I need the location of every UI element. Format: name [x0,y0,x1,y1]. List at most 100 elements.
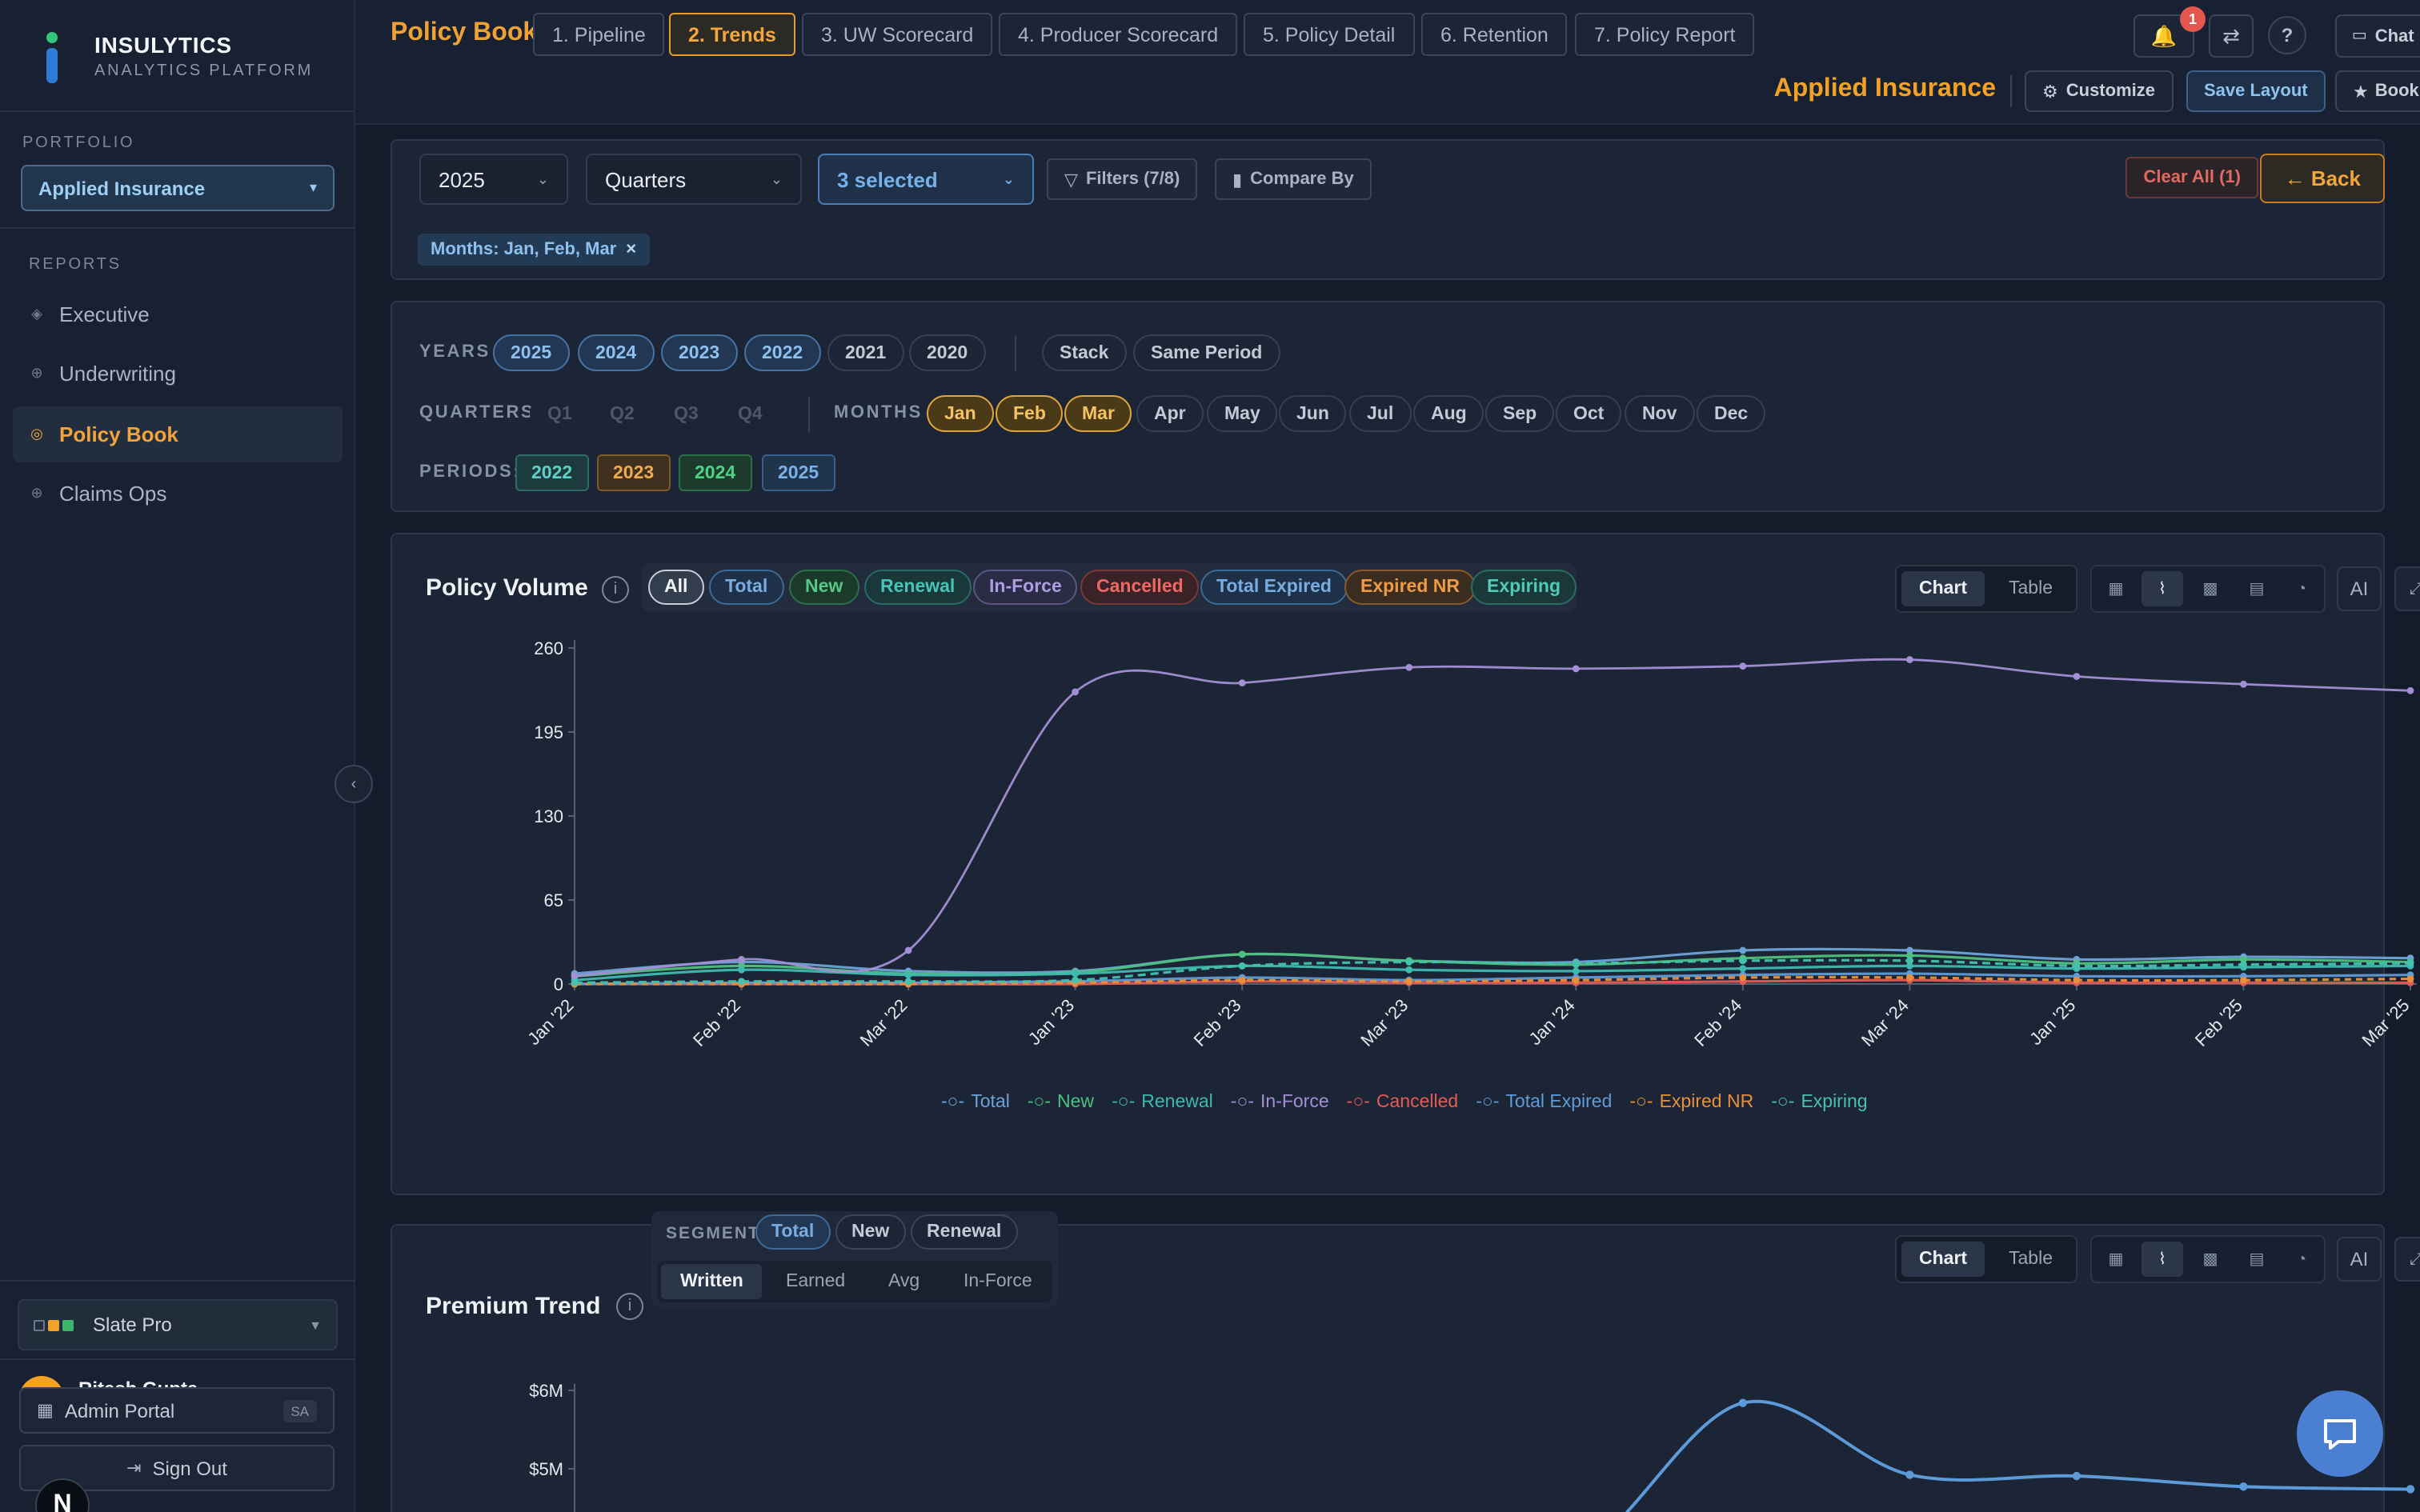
legend-item-cancelled[interactable]: -○- Cancelled [1347,1093,1459,1112]
chart-view-button[interactable]: Chart [1901,571,1985,606]
series-button-cancelled[interactable]: Cancelled [1080,570,1200,605]
chart-view-button[interactable]: Chart [1901,1242,1985,1277]
year-pill-2020[interactable]: 2020 [909,334,986,371]
data-point[interactable] [2406,686,2414,694]
series-button-in-force[interactable]: In-Force [973,570,1078,605]
clear-all-button[interactable]: Clear All (1) [2126,157,2258,198]
ai-button[interactable]: AI [2337,1237,2382,1282]
bookmark-button[interactable]: ★ Bookmark [2335,70,2420,112]
data-point[interactable] [571,972,579,980]
line-chart-icon[interactable]: ⌇ [2142,1242,2183,1277]
sidebar-item-underwriting[interactable]: ⊕ Underwriting [13,346,343,402]
month-pill-may[interactable]: May [1207,395,1278,432]
data-point[interactable] [738,978,745,986]
table-view-button[interactable]: Table [2009,1250,2053,1269]
data-point[interactable] [904,946,912,954]
admin-portal-button[interactable]: ▦ Admin Portal SA [19,1387,335,1434]
data-point[interactable] [1405,663,1413,671]
series-button-expiring[interactable]: Expiring [1471,570,1577,605]
expand-icon[interactable]: ⤢ [2394,1237,2420,1282]
sidebar-item-claims-ops[interactable]: ⊕ Claims Ops [13,466,343,522]
year-pill-2023[interactable]: 2023 [661,334,738,371]
collapse-sidebar-button[interactable]: ‹ [335,765,373,803]
month-pill-mar[interactable]: Mar [1064,395,1132,432]
data-point[interactable] [1905,952,1913,959]
legend-item-expired-nr[interactable]: -○- Expired NR [1629,1093,1753,1112]
legend-item-in-force[interactable]: -○- In-Force [1231,1093,1329,1112]
data-point[interactable] [2072,1471,2081,1481]
data-point[interactable] [1572,976,1580,984]
same-period-toggle[interactable]: Same Period [1133,334,1280,371]
data-point[interactable] [2073,976,2081,984]
data-point[interactable] [1905,1470,1914,1479]
swap-button[interactable]: ⇄ [2209,14,2254,58]
stacked-bar-icon[interactable]: ▤ [2249,1250,2265,1268]
data-point[interactable] [1905,962,1913,970]
month-pill-feb[interactable]: Feb [996,395,1064,432]
data-point[interactable] [1238,950,1246,958]
back-button[interactable]: ← Back [2260,154,2385,203]
data-point[interactable] [738,955,745,963]
metric-in-force-button[interactable]: In-Force [964,1272,1032,1291]
segment-total-button[interactable]: Total [755,1214,831,1250]
quarter-pill-q1[interactable]: Q1 [530,395,590,432]
stack-toggle[interactable]: Stack [1042,334,1127,371]
close-icon[interactable]: × [626,240,637,259]
portfolio-select[interactable]: Applied Insurance ▾ [21,165,335,211]
data-point[interactable] [1905,974,1913,982]
save-layout-button[interactable]: Save Layout [2186,70,2326,112]
data-point[interactable] [1072,976,1080,984]
data-point[interactable] [1905,957,1913,965]
tab-policy-report[interactable]: 7. Policy Report [1575,13,1755,56]
sidebar-item-policy-book[interactable]: ◎ Policy Book [13,406,343,462]
data-point[interactable] [1739,965,1747,973]
data-point[interactable] [738,966,745,974]
month-pill-oct[interactable]: Oct [1556,395,1622,432]
year-pill-2021[interactable]: 2021 [827,334,904,371]
theme-select[interactable]: Slate Pro ▼ [18,1299,338,1350]
data-point[interactable] [1905,656,1913,663]
area-chart-icon[interactable]: ▩ [2202,580,2218,598]
month-pill-jan[interactable]: Jan [927,395,994,432]
bar-chart-icon[interactable]: ▦ [2108,1250,2124,1268]
month-pill-aug[interactable]: Aug [1413,395,1484,432]
data-point[interactable] [2240,955,2247,963]
data-point[interactable] [2073,962,2081,970]
month-pill-sep[interactable]: Sep [1485,395,1555,432]
data-point[interactable] [2240,680,2247,688]
filters-button[interactable]: ▽ Filters (7/8) [1047,158,1198,200]
series-button-expired-nr[interactable]: Expired NR [1344,570,1476,605]
data-point[interactable] [1739,957,1747,965]
quarter-pill-q2[interactable]: Q2 [592,395,652,432]
legend-item-total-expired[interactable]: -○- Total Expired [1476,1093,1612,1112]
data-point[interactable] [1072,970,1080,978]
data-point[interactable] [1739,974,1747,982]
data-point[interactable] [2406,1485,2415,1494]
data-point[interactable] [1572,959,1580,967]
data-point[interactable] [1738,1398,1748,1407]
data-point[interactable] [904,978,912,986]
notifications-button[interactable]: 🔔 1 [2134,6,2206,58]
data-point[interactable] [2073,673,2081,680]
data-point[interactable] [1405,966,1413,974]
data-point[interactable] [1572,665,1580,673]
legend-item-new[interactable]: -○- New [1028,1093,1094,1112]
sidebar-item-executive[interactable]: ◈ Executive [13,286,343,342]
data-point[interactable] [2240,976,2247,984]
quarter-pill-q4[interactable]: Q4 [720,395,780,432]
data-point[interactable] [2406,975,2414,982]
series-button-total[interactable]: Total [709,570,784,605]
customize-button[interactable]: ⚙ Customize [2025,70,2173,112]
line-chart-icon[interactable]: ⌇ [2142,571,2183,606]
data-point[interactable] [1238,679,1246,687]
data-point[interactable] [1405,958,1413,966]
tab-retention[interactable]: 6. Retention [1421,13,1568,56]
year-pill-2025[interactable]: 2025 [493,334,570,371]
data-point[interactable] [571,978,579,986]
info-icon[interactable]: i [616,1293,643,1320]
info-icon[interactable]: i [602,576,629,603]
legend-item-renewal[interactable]: -○- Renewal [1112,1093,1213,1112]
series-button-all[interactable]: All [648,570,704,605]
stacked-bar-icon[interactable]: ▤ [2249,580,2265,598]
active-filter-chip[interactable]: Months: Jan, Feb, Mar × [418,234,650,266]
